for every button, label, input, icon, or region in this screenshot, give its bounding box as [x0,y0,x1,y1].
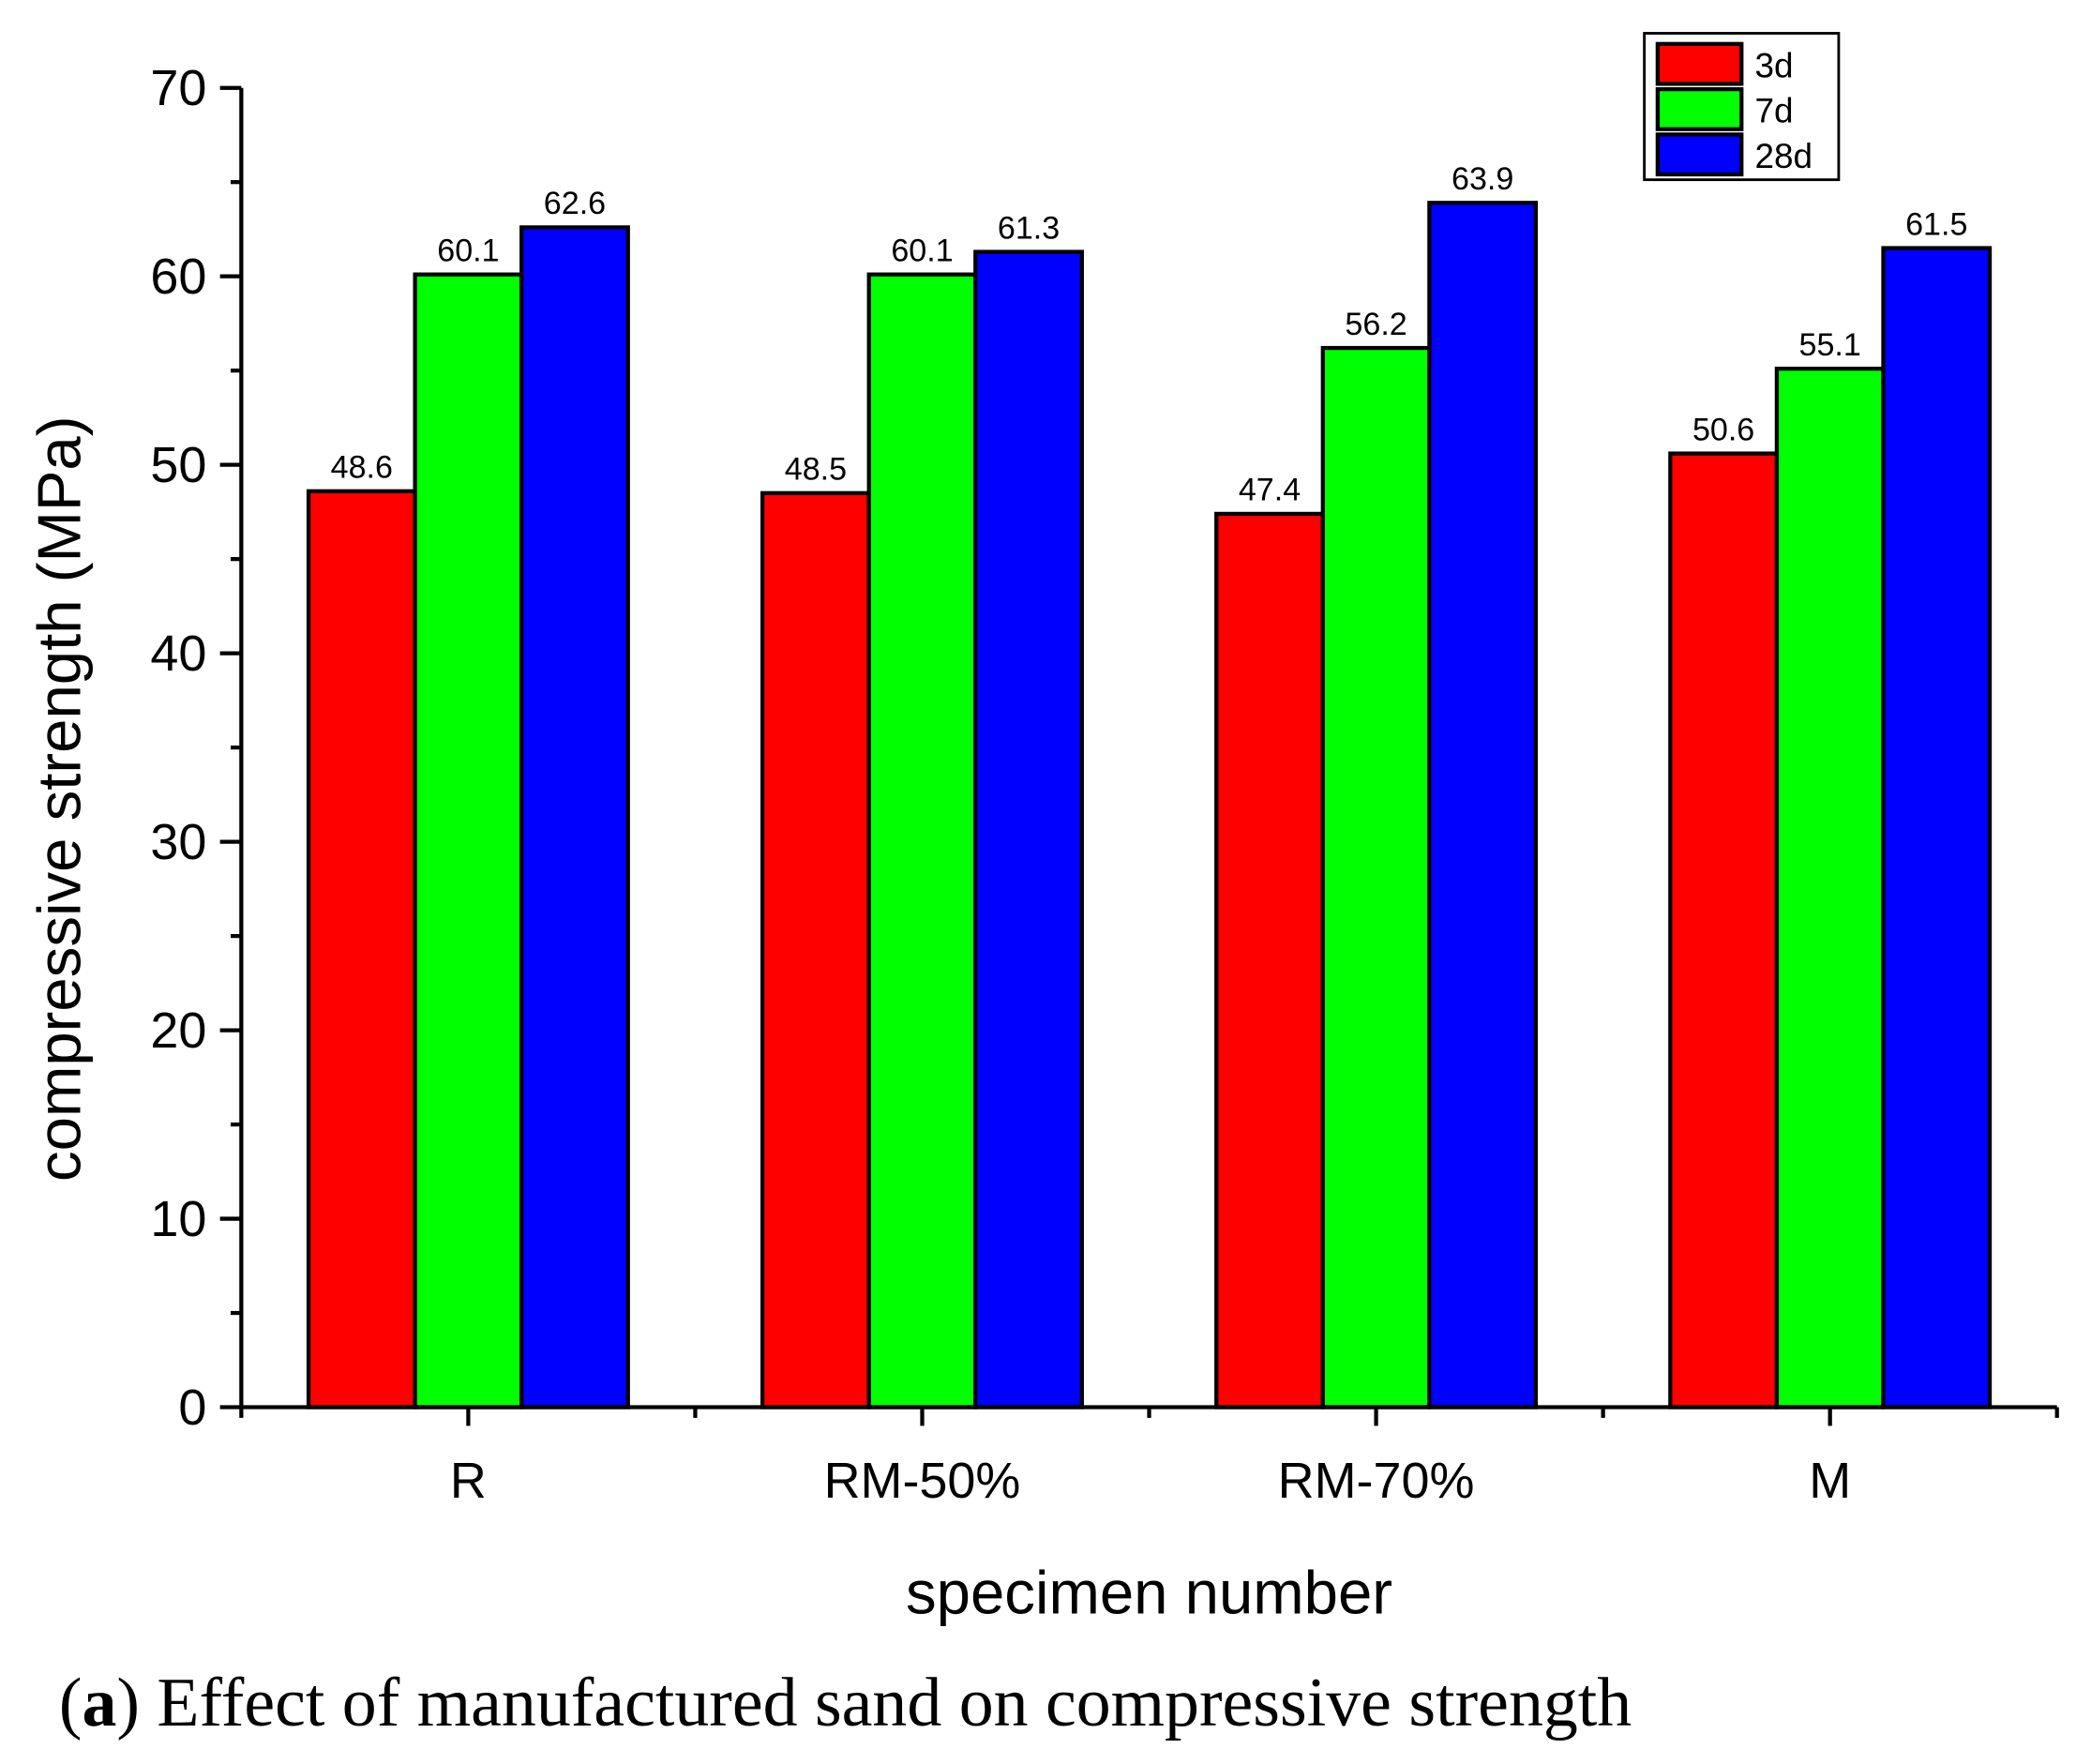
bar-28d-R [519,225,630,1410]
legend-label: 28d [1754,137,1813,175]
data-labels-layer: 48.6 60.1 62.6 48.5 60.1 61.3 47.4 56.2 63.9 50.6… [331,161,1968,508]
y-tick-label: 30 [150,814,206,870]
data-label: 48.5 [785,452,847,488]
bar-3d-R [306,489,417,1410]
legend-swatch-28d [1655,132,1744,177]
data-label: 61.5 [1905,206,1967,242]
y-tick-label: 0 [178,1380,206,1436]
data-label: 63.9 [1452,161,1513,197]
data-label: 61.3 [998,210,1060,246]
x-tick-label: RM-70% [1278,1453,1475,1509]
data-label: 55.1 [1799,327,1861,363]
bar-3d-RM-70% [1214,511,1325,1410]
figure-caption: (a) Effect of manufactured sand on compr… [59,1664,1632,1741]
y-tick-label: 60 [150,249,206,305]
legend-label: 7d [1754,92,1793,130]
bars-layer [306,201,1993,1410]
caption-paren-open: ( [59,1664,83,1741]
data-label: 50.6 [1692,412,1754,447]
x-axis-label: specimen number [906,1559,1392,1627]
data-label: 60.1 [891,233,953,268]
data-label: 47.4 [1239,473,1301,508]
bar-28d-M [1881,246,1993,1410]
data-label: 48.6 [331,450,393,486]
data-label: 60.1 [437,233,499,268]
y-tick-label: 70 [150,60,206,116]
axes: R RM-50% RM-70% M 0 10 20 30 40 50 60 70 [150,60,2059,1509]
caption-paren-close: ) [116,1664,157,1741]
x-tick-label: M [1809,1453,1851,1509]
caption-text: Effect of manufactured sand on compressi… [157,1664,1632,1741]
caption-label: a [82,1664,116,1741]
y-tick-label: 20 [150,1003,206,1059]
bar-28d-RM-50% [973,249,1084,1410]
bar-3d-M [1668,451,1780,1410]
legend: 3d 7d 28d [1643,32,1841,182]
y-tick-label: 40 [150,626,206,682]
x-tick-label: RM-50% [824,1453,1021,1509]
bar-28d-RM-70% [1427,201,1539,1410]
legend-label: 3d [1754,46,1793,84]
legend-swatch-3d [1655,41,1744,86]
bar-7d-RM-50% [866,272,978,1410]
bar-3d-RM-50% [760,490,871,1410]
y-tick-label: 50 [150,437,206,493]
y-axis-label: compressive strength (MPa) [25,416,94,1182]
bar-7d-R [413,272,524,1410]
data-label: 56.2 [1345,307,1407,342]
x-tick-label: R [450,1453,487,1509]
legend-swatch-7d [1655,86,1744,131]
bar-7d-M [1774,367,1886,1410]
data-label: 62.6 [544,186,606,221]
bar-7d-RM-70% [1320,345,1432,1410]
y-tick-label: 10 [150,1191,206,1247]
